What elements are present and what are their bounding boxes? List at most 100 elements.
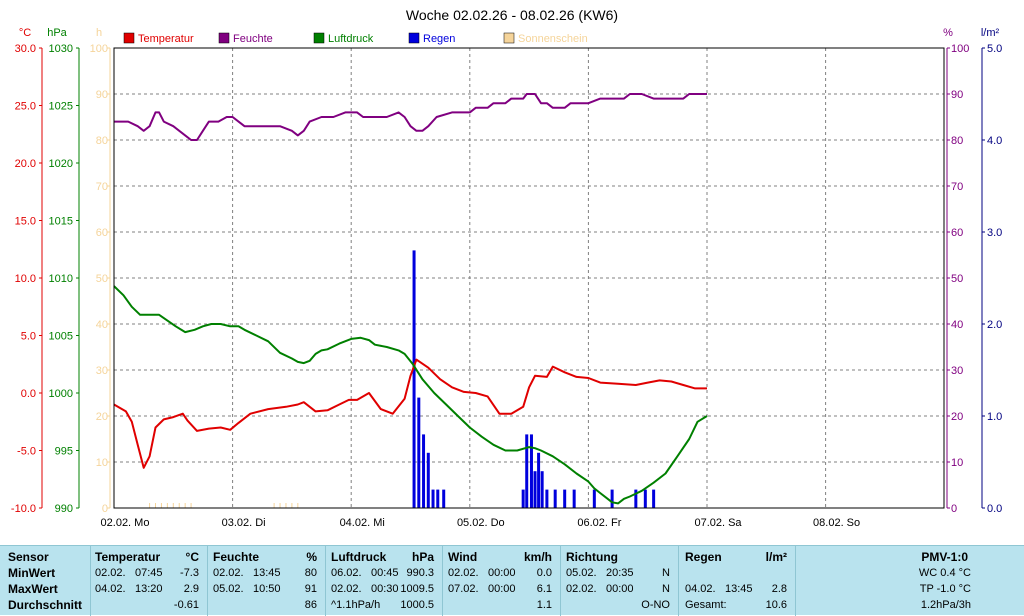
legend-swatch [123, 32, 135, 44]
right-tick-label-humidity: 80 [951, 135, 963, 147]
series-lines [113, 93, 708, 505]
wind-avg-value: 1.1 [536, 599, 552, 611]
left-tick-label-pressure: 1015 [49, 216, 73, 228]
left-tick-label-temperature: 30.0 [15, 43, 36, 55]
press-min-time: 00:45 [371, 567, 399, 579]
hum-avg-value: 86 [304, 599, 317, 611]
stats-header-sensor: Sensor [8, 550, 49, 564]
stats-header-wind: Wind [448, 550, 478, 564]
legend-label: Temperatur [138, 33, 194, 45]
x-tick-label: 08.02. So [813, 517, 860, 529]
rain-bar [412, 250, 416, 508]
legend-swatch [408, 32, 420, 44]
left-tick-label-pressure: 1010 [49, 273, 73, 285]
wind-min-time: 00:00 [488, 567, 516, 579]
right-tick-label-rain: 0.0 [987, 503, 1002, 515]
rain-bar [572, 489, 576, 508]
dir-min-date: 05.02. [566, 567, 597, 579]
left-tick-label-pressure: 1005 [49, 331, 73, 343]
left-tick-label-sunshine: 50 [96, 273, 108, 285]
rain-bars [412, 250, 656, 508]
left-tick-label-sunshine: 10 [96, 457, 108, 469]
temp-max-time: 13:20 [135, 583, 163, 595]
rain-bar [540, 471, 544, 508]
left-tick-label-temperature: 25.0 [15, 101, 36, 113]
stats-header-direction: Richtung [566, 550, 618, 564]
legend-label: Regen [423, 33, 455, 45]
x-tick-label: 03.02. Di [222, 517, 266, 529]
right-tick-label-humidity: 0 [951, 503, 957, 515]
rain-bar [553, 489, 557, 508]
statistics-table: Sensor MinWert MaxWert Durchschnitt Temp… [0, 545, 1024, 616]
left-tick-label-sunshine: 80 [96, 135, 108, 147]
left-tick-label-sunshine: 20 [96, 411, 108, 423]
left-tick-label-temperature: 5.0 [21, 331, 36, 343]
dir-min-value: N [662, 567, 670, 579]
left-tick-label-temperature: 10.0 [15, 273, 36, 285]
left-tick-label-pressure: 1025 [49, 101, 73, 113]
press-min-date: 06.02. [331, 567, 362, 579]
rain-bar [521, 489, 525, 508]
press-max-date: 02.02. [331, 583, 362, 595]
right-tick-label-humidity: 40 [951, 319, 963, 331]
legend-label: Feuchte [233, 33, 273, 45]
left-tick-label-sunshine: 60 [96, 227, 108, 239]
chart-legend: Temperatur Feuchte Luftdruck Regen Sonnensch… [123, 32, 588, 45]
stats-unit-humidity: % [306, 550, 317, 564]
x-axis: 02.02. Mo 03.02. Di 04.02. Mi 05.02. Do 06.0… [101, 517, 861, 529]
left-tick-label-sunshine: 30 [96, 365, 108, 377]
press-avg-value: 1000.5 [400, 599, 434, 611]
left-axis-units: °C hPa h [19, 27, 102, 39]
right-axis-units: % l/m² [943, 27, 999, 39]
rain-bar [417, 397, 421, 508]
hum-max-time: 10:50 [253, 583, 281, 595]
right-tick-label-humidity: 30 [951, 365, 963, 377]
rain-bar [563, 489, 567, 508]
right-tick-label-rain: 3.0 [987, 227, 1002, 239]
chart-title: Woche 02.02.26 - 08.02.26 (KW6) [406, 7, 618, 23]
series-line-luftdruck [113, 285, 708, 505]
dir-avg-value: O-NO [641, 599, 670, 611]
stats-header-pmv: PMV-1:0 [921, 550, 968, 564]
right-tick-label-humidity: 50 [951, 273, 963, 285]
temp-min-date: 02.02. [95, 567, 126, 579]
x-tick-label: 04.02. Mi [340, 517, 385, 529]
press-max-time: 00:30 [371, 583, 399, 595]
left-unit-label: °C [19, 27, 31, 39]
legend-swatch [218, 32, 230, 44]
stats-col-temperature: Temperatur °C 02.02. 07:45 -7.3 04.02. 1… [90, 546, 207, 616]
temp-max-date: 04.02. [95, 583, 126, 595]
rain-bar [634, 489, 638, 508]
series-line-feuchte [114, 93, 707, 141]
left-tick-label-sunshine: 100 [90, 43, 108, 55]
stats-col-rain: Regen l/m² 04.02. 13:45 2.8 Gesamt: 10.6 [678, 546, 795, 616]
left-tick-label-pressure: 995 [55, 446, 73, 458]
stats-col-humidity: Feuchte % 02.02. 13:45 80 05.02. 10:50 9… [207, 546, 325, 616]
press-trend: ^1.1hPa/h [331, 599, 381, 611]
dir-max-time: 00:00 [606, 583, 634, 595]
pmv-wc: WC 0.4 °C [918, 567, 971, 579]
stats-row-avg: Durchschnitt [8, 598, 83, 612]
stats-col-pressure: Luftdruck hPa 06.02. 00:45 990.3 02.02. … [325, 546, 442, 616]
left-unit-label: hPa [47, 27, 67, 39]
rain-bar [643, 489, 647, 508]
stats-unit-wind: km/h [523, 550, 552, 564]
temp-avg-value: -0.61 [173, 599, 199, 611]
left-tick-label-sunshine: 90 [96, 89, 108, 101]
rain-bar [592, 489, 596, 508]
rain-bar [652, 489, 656, 508]
rain-total-label: Gesamt: [685, 599, 727, 611]
plot-frame [113, 47, 945, 509]
temp-min-time: 07:45 [135, 567, 163, 579]
dir-min-time: 20:35 [606, 567, 634, 579]
stats-unit-pressure: hPa [411, 550, 434, 564]
rain-max-date: 04.02. [685, 583, 716, 595]
temp-max-value: 2.9 [183, 583, 199, 595]
weather-chart: Woche 02.02.26 - 08.02.26 (KW6) °C hPa h %… [11, 7, 1002, 529]
wind-min-date: 02.02. [448, 567, 479, 579]
rain-max-value: 2.8 [771, 583, 787, 595]
stats-header-pressure: Luftdruck [331, 550, 387, 564]
legend-swatch [503, 32, 515, 44]
left-tick-label-pressure: 1030 [49, 43, 73, 55]
